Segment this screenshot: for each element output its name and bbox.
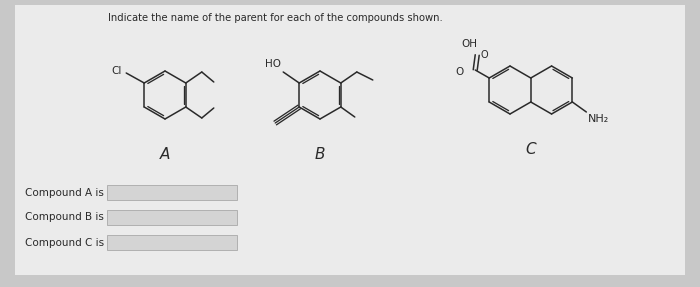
FancyBboxPatch shape (15, 5, 685, 275)
Text: Indicate the name of the parent for each of the compounds shown.: Indicate the name of the parent for each… (108, 13, 442, 23)
Text: O: O (455, 67, 463, 77)
Text: C: C (526, 142, 536, 157)
Bar (107, 185, 237, 200)
Text: Cl: Cl (112, 66, 122, 76)
Text: A: A (160, 147, 170, 162)
Text: Compound A is: Compound A is (25, 187, 104, 197)
Text: O: O (480, 50, 488, 60)
Text: B: B (315, 147, 326, 162)
Text: Compound C is: Compound C is (25, 238, 104, 247)
Bar (107, 210, 237, 225)
Text: NH₂: NH₂ (589, 114, 610, 124)
Text: HO: HO (265, 59, 281, 69)
Text: Compound B is: Compound B is (25, 212, 104, 222)
Text: OH: OH (461, 39, 477, 49)
Bar (107, 235, 237, 250)
